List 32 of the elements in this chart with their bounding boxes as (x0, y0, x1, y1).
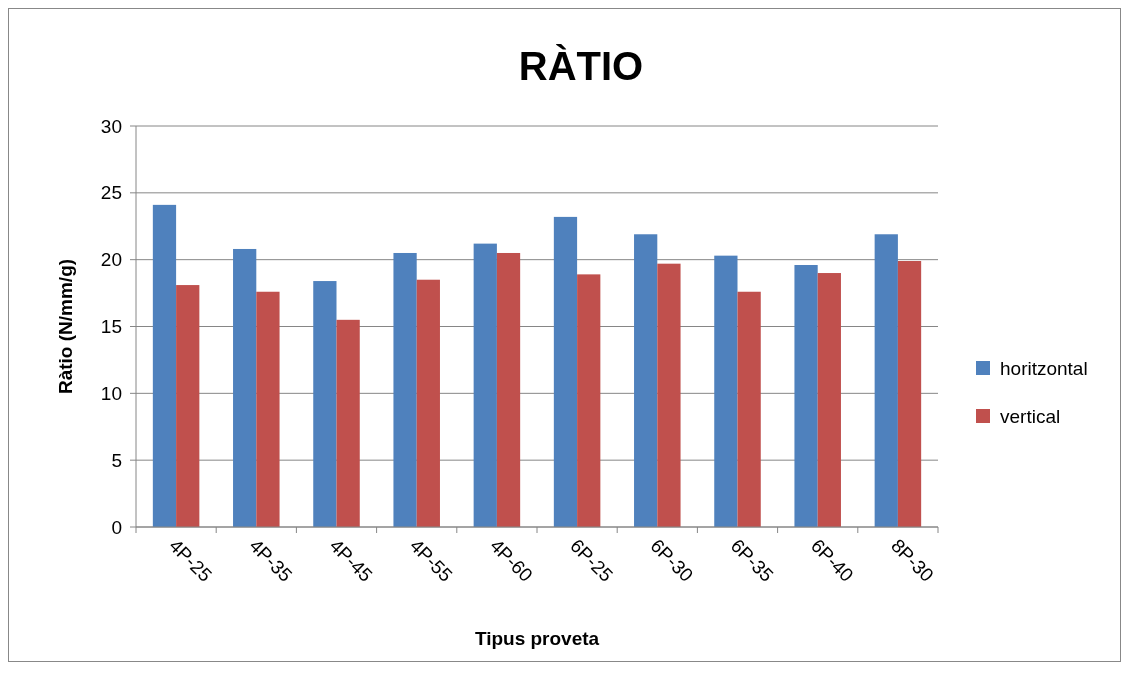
y-tick-label: 10 (100, 382, 122, 404)
bar (473, 243, 497, 527)
y-axis-title: Ràtio (N/mm/g) (55, 258, 76, 395)
legend-label: horitzontal (1000, 357, 1088, 379)
bar (714, 255, 738, 527)
x-axis-title: Tipus proveta (474, 628, 600, 649)
bar (634, 234, 658, 527)
bar (577, 274, 601, 527)
bar (393, 252, 417, 527)
y-tick-label: 15 (100, 316, 122, 338)
bar (313, 281, 337, 527)
y-tick-label: 25 (100, 182, 122, 204)
y-tick-label: 20 (100, 249, 122, 271)
y-tick-label: 0 (111, 516, 122, 538)
bar (874, 234, 898, 527)
bar (737, 291, 761, 527)
bar (817, 273, 841, 527)
bar (416, 279, 440, 527)
bar (496, 252, 521, 527)
chart-title: RÀTIO (518, 44, 644, 88)
bar (657, 263, 681, 527)
bar (152, 204, 177, 527)
bar (176, 285, 200, 527)
legend-label: vertical (1000, 405, 1061, 427)
bar (553, 216, 578, 527)
bar (256, 291, 280, 527)
bar (897, 261, 922, 527)
bar (233, 248, 257, 527)
bar (336, 319, 360, 527)
y-tick-label: 30 (100, 115, 122, 137)
y-tick-label: 5 (111, 449, 122, 471)
bar (794, 265, 818, 527)
